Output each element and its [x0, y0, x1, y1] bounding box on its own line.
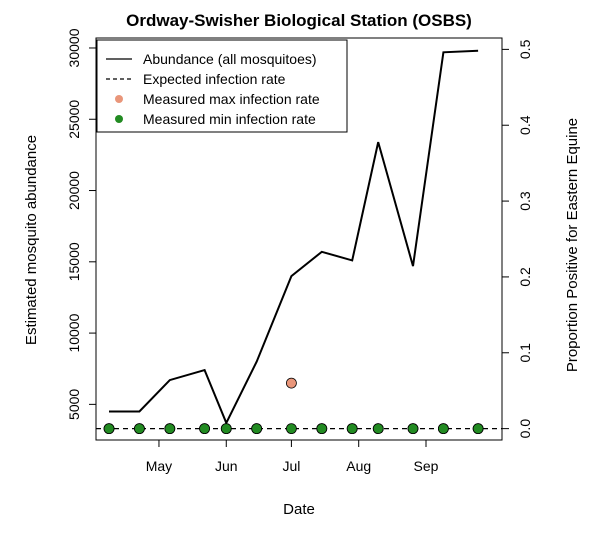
- x-tick-label: Jul: [282, 458, 300, 474]
- y-tick-label-left: 10000: [66, 313, 82, 352]
- min-rate-point: [251, 423, 263, 435]
- y-axis-label-left: Estimated mosquito abundance: [23, 135, 40, 345]
- y-tick-label-left: 30000: [66, 28, 82, 67]
- series-layer: [96, 49, 502, 435]
- legend-label: Abundance (all mosquitoes): [143, 51, 317, 67]
- y-axis-label-right: Proportion Positive for Eastern Equine: [564, 118, 581, 372]
- min-rate-point: [103, 423, 115, 435]
- min-rate-point: [199, 423, 210, 435]
- y-tick-label-left: 15000: [66, 242, 82, 281]
- legend-label: Measured min infection rate: [143, 111, 316, 127]
- legend-swatch-point: [115, 115, 123, 123]
- min-rate-point: [316, 423, 328, 435]
- abundance-line: [109, 49, 479, 426]
- min-rate-point: [407, 423, 419, 435]
- y-axis-right: 0.0 0.1 0.2 0.3 0.4 0.5: [501, 39, 533, 439]
- min-rate-point: [164, 423, 176, 435]
- legend-box: [96, 39, 348, 133]
- y-tick-label-left: 20000: [66, 171, 82, 210]
- y-tick-label-left: 25000: [66, 100, 82, 139]
- y-tick-label-right: 0.5: [517, 39, 533, 59]
- x-tick-label: Sep: [414, 458, 439, 474]
- chart-title: Ordway-Swisher Biological Station (OSBS): [126, 11, 472, 30]
- legend-swatch-point: [115, 95, 123, 103]
- y-tick-label-right: 0.3: [517, 191, 533, 211]
- min-rate-point: [346, 423, 358, 435]
- max-rate-point: [286, 377, 297, 389]
- x-axis-label: Date: [283, 501, 315, 518]
- y-axis-left: 5000 10000 15000 20000 25000 30000: [66, 28, 97, 420]
- x-tick-label: May: [146, 458, 172, 474]
- legend: Abundance (all mosquitoes) Expected infec…: [96, 39, 348, 133]
- legend-label: Measured max infection rate: [143, 91, 320, 107]
- min-rate-point: [220, 423, 232, 435]
- x-tick-label: Jun: [215, 458, 238, 474]
- min-rate-point: [437, 423, 449, 435]
- y-tick-label-right: 0.1: [517, 343, 533, 363]
- min-rate-point: [472, 423, 484, 435]
- y-tick-label-right: 0.4: [517, 115, 533, 135]
- x-axis: May Jun Jul Aug Sep: [146, 440, 439, 474]
- y-tick-label-right: 0.2: [517, 267, 533, 287]
- min-rate-point: [372, 423, 384, 435]
- min-rate-point: [134, 423, 145, 435]
- y-tick-label-left: 5000: [66, 389, 82, 420]
- legend-label: Expected infection rate: [143, 71, 286, 87]
- y-tick-label-right: 0.0: [517, 419, 533, 439]
- x-tick-label: Aug: [346, 458, 371, 474]
- min-rate-point: [286, 423, 297, 435]
